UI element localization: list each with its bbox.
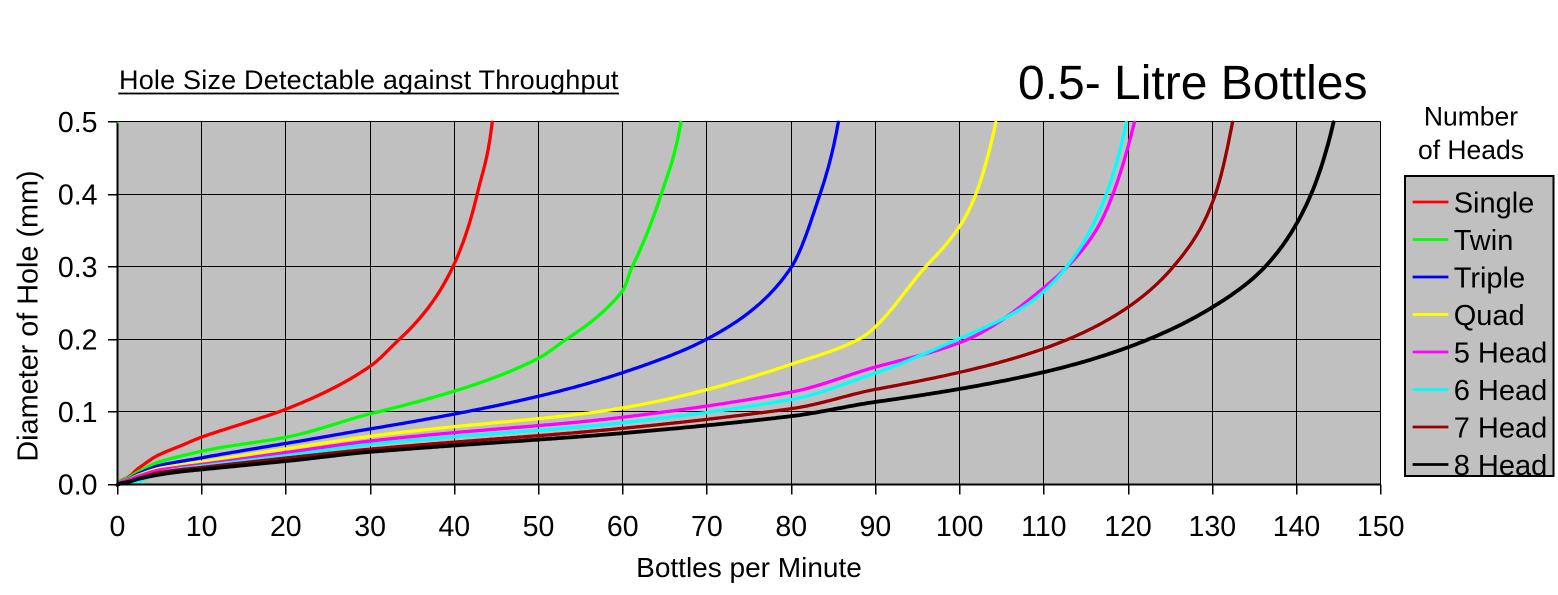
svg-text:90: 90 xyxy=(860,511,892,543)
svg-text:Single: Single xyxy=(1454,187,1535,219)
svg-text:6 Head: 6 Head xyxy=(1454,375,1548,407)
svg-text:130: 130 xyxy=(1189,511,1237,543)
svg-text:110: 110 xyxy=(1021,511,1066,543)
svg-text:50: 50 xyxy=(523,511,555,543)
svg-text:40: 40 xyxy=(438,511,470,543)
svg-text:100: 100 xyxy=(936,511,984,543)
svg-text:0.0: 0.0 xyxy=(58,470,98,502)
svg-text:20: 20 xyxy=(270,511,302,543)
svg-text:0: 0 xyxy=(109,511,125,543)
svg-text:140: 140 xyxy=(1273,511,1321,543)
svg-text:150: 150 xyxy=(1357,511,1405,543)
svg-text:Bottles per Minute: Bottles per Minute xyxy=(636,552,862,583)
svg-text:0.3: 0.3 xyxy=(58,252,98,284)
svg-text:0.4: 0.4 xyxy=(58,179,98,211)
svg-text:Number: Number xyxy=(1424,102,1518,132)
svg-text:70: 70 xyxy=(691,511,723,543)
svg-text:7 Head: 7 Head xyxy=(1454,412,1548,444)
svg-text:0.1: 0.1 xyxy=(58,397,98,429)
svg-text:Diameter of Hole (mm): Diameter of Hole (mm) xyxy=(13,170,45,461)
svg-text:60: 60 xyxy=(607,511,639,543)
svg-text:0.5- Litre Bottles: 0.5- Litre Bottles xyxy=(1018,57,1368,110)
svg-text:5 Head: 5 Head xyxy=(1454,337,1548,369)
svg-text:0.5: 0.5 xyxy=(58,107,98,139)
svg-text:30: 30 xyxy=(354,511,386,543)
svg-text:120: 120 xyxy=(1104,511,1152,543)
svg-text:0.2: 0.2 xyxy=(58,325,98,357)
svg-text:80: 80 xyxy=(775,511,807,543)
svg-text:of Heads: of Heads xyxy=(1418,135,1524,165)
svg-text:Triple: Triple xyxy=(1454,262,1525,294)
svg-text:Twin: Twin xyxy=(1454,225,1514,257)
svg-text:10: 10 xyxy=(186,511,218,543)
svg-text:Hole Size Detectable against T: Hole Size Detectable against Throughput xyxy=(119,65,619,95)
svg-text:Quad: Quad xyxy=(1454,300,1525,332)
svg-text:8 Head: 8 Head xyxy=(1454,450,1548,482)
